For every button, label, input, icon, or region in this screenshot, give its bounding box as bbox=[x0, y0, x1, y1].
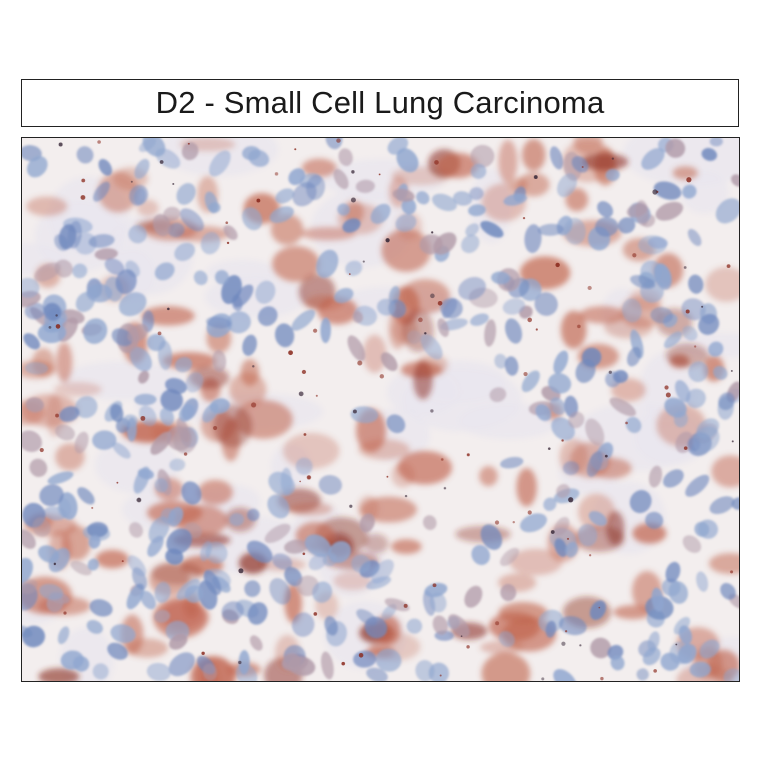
ihc-micrograph-image bbox=[21, 137, 740, 682]
ihc-micrograph-icon bbox=[22, 138, 739, 681]
panel-title: D2 - Small Cell Lung Carcinoma bbox=[155, 85, 605, 120]
panel-title-box: D2 - Small Cell Lung Carcinoma bbox=[21, 79, 739, 127]
